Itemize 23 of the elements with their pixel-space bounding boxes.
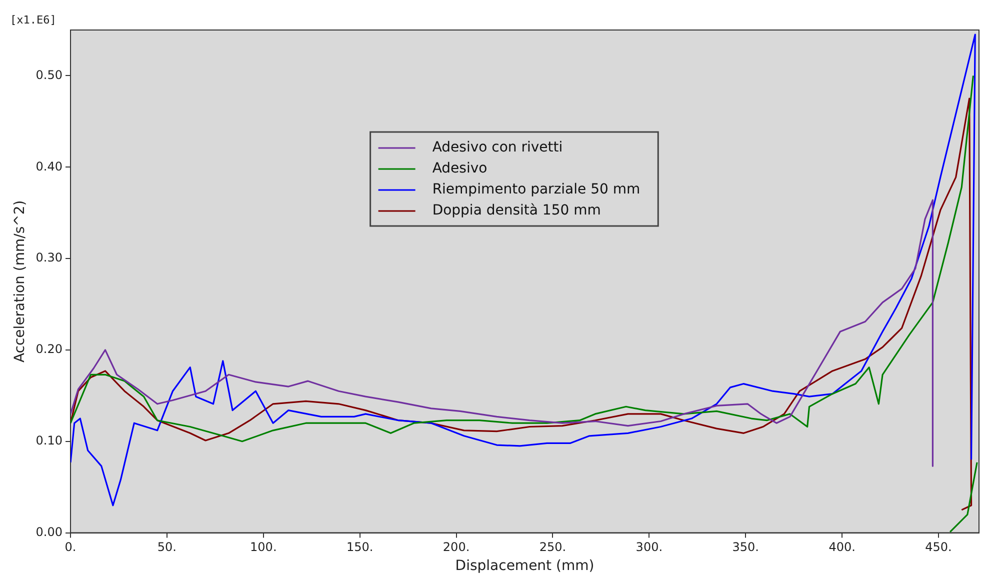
- x-tick-label: 350.: [732, 540, 759, 554]
- legend-label: Adesivo con rivetti: [432, 140, 563, 156]
- x-tick-label: 200.: [442, 540, 470, 554]
- x-tick-label: 300.: [636, 540, 663, 554]
- y-axis-title: Acceleration (mm/s^2): [12, 200, 28, 363]
- y-tick-label: 0.20: [36, 342, 63, 356]
- x-tick-label: 0.: [64, 540, 76, 554]
- x-tick-label: 100.: [250, 540, 277, 554]
- legend-label: Doppia densità 150 mm: [432, 202, 601, 219]
- x-tick-label: 150.: [346, 540, 374, 554]
- legend-label: Adesivo: [432, 160, 488, 177]
- y-tick-label: 0.00: [36, 524, 63, 539]
- x-tick-label: 50.: [157, 540, 177, 554]
- y-tick-label: 0.30: [36, 250, 63, 265]
- y-tick-label: 0.10: [36, 434, 63, 448]
- x-tick-label: 450.: [925, 540, 952, 554]
- legend-label: Riempimento parziale 50 mm: [432, 182, 640, 198]
- x-tick-label: 250.: [539, 540, 566, 554]
- text: [x1.E6]: [10, 13, 56, 26]
- y-tick-label: 0.40: [36, 159, 63, 174]
- x-axis-title: Displacement (mm): [455, 558, 594, 574]
- y-tick-label: 0.50: [36, 68, 63, 82]
- x-tick-label: 400.: [828, 540, 856, 554]
